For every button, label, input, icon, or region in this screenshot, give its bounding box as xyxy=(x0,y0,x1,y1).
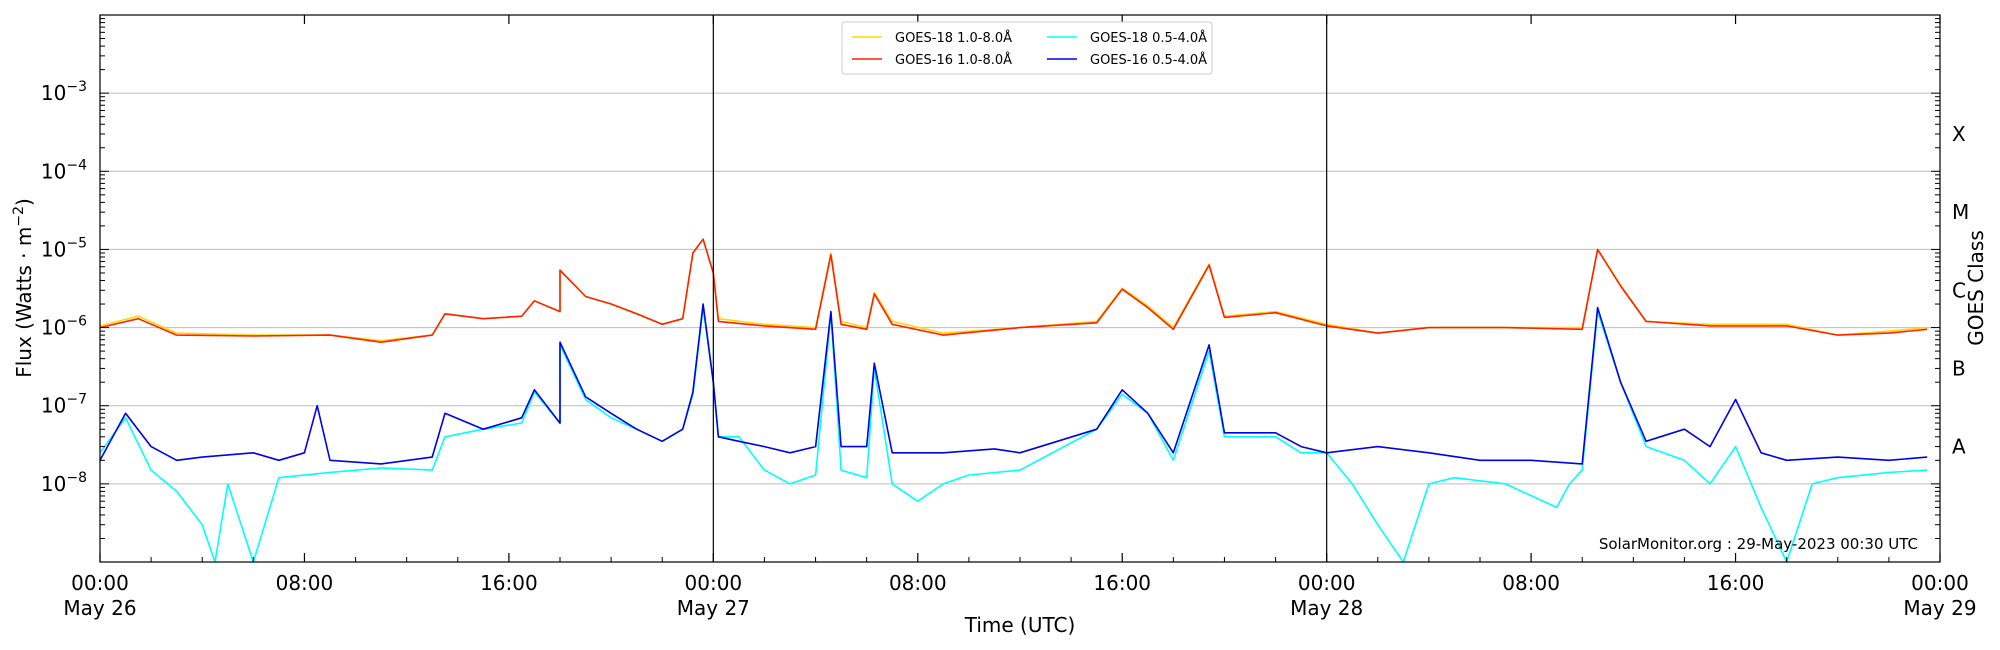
goes-class-label: X xyxy=(1952,122,1966,146)
goes-class-label: M xyxy=(1952,200,1969,224)
x-tick-label: 16:00 xyxy=(480,571,538,595)
x-tick-label: 16:00 xyxy=(1093,571,1151,595)
legend: GOES-18 1.0-8.0Å GOES-16 1.0-8.0Å GOES-18 … xyxy=(841,21,1213,75)
legend-label: GOES-18 0.5-4.0Å xyxy=(1090,30,1207,46)
x-tick-label: 00:00 xyxy=(71,571,129,595)
x-tick-label: 16:00 xyxy=(1707,571,1765,595)
y-tick-label: 10−7 xyxy=(41,392,87,418)
series-line xyxy=(99,238,1928,342)
right-axis-title: GOES Class xyxy=(1964,230,1988,346)
series-line xyxy=(99,306,1928,563)
x-tick-label: 08:00 xyxy=(889,571,947,595)
goes-class-label: C xyxy=(1952,278,1966,302)
y-axis-title: Flux (Watts · m−2) xyxy=(11,198,36,378)
x-tick-label: 00:00 xyxy=(1298,571,1356,595)
y-tick-label: 10−4 xyxy=(41,157,87,183)
series-line xyxy=(99,303,1928,465)
legend-label: GOES-16 1.0-8.0Å xyxy=(895,52,1012,68)
grid-lines xyxy=(100,92,1940,485)
x-tick-label: 08:00 xyxy=(276,571,334,595)
goes-class-labels: A B C M X xyxy=(1952,122,1969,459)
x-tick-label: 00:00 xyxy=(1911,571,1969,595)
x-date-label: May 29 xyxy=(1903,596,1976,620)
day-boundary-lines xyxy=(712,15,1328,562)
y-tick-label: 10−6 xyxy=(41,314,87,340)
series-lines xyxy=(99,238,1928,563)
x-tick-label: 08:00 xyxy=(1502,571,1560,595)
y-axis-ticks: 10−8 10−7 10−6 10−5 10−4 10−3 xyxy=(41,18,1940,563)
y-tick-label: 10−8 xyxy=(41,470,87,496)
x-date-label: May 28 xyxy=(1290,596,1363,620)
legend-label: GOES-18 1.0-8.0Å xyxy=(895,30,1012,46)
watermark: SolarMonitor.org : 29-May-2023 00:30 UTC xyxy=(1599,535,1918,553)
legend-box xyxy=(841,21,1213,75)
goes-class-label: B xyxy=(1952,356,1966,380)
series-line xyxy=(99,238,1928,344)
legend-label: GOES-16 0.5-4.0Å xyxy=(1090,52,1207,68)
x-tick-label: 00:00 xyxy=(685,571,743,595)
y-tick-label: 10−3 xyxy=(41,79,87,105)
x-axis-title: Time (UTC) xyxy=(964,613,1076,637)
y-tick-label: 10−5 xyxy=(41,235,87,261)
goes-class-label: A xyxy=(1952,435,1966,459)
x-date-label: May 26 xyxy=(63,596,136,620)
plot-frame xyxy=(99,14,1941,563)
x-date-label: May 27 xyxy=(677,596,750,620)
